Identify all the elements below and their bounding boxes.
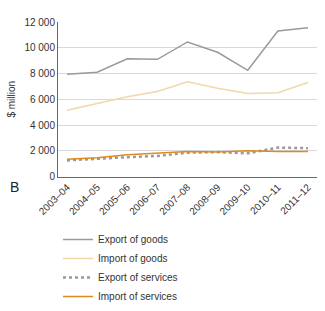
svg-text:2003–04: 2003–04 — [37, 181, 73, 217]
svg-text:2005–06: 2005–06 — [97, 181, 133, 217]
svg-text:2006–07: 2006–07 — [127, 181, 163, 217]
svg-text:Import of goods: Import of goods — [98, 253, 167, 264]
svg-text:12 000: 12 000 — [24, 17, 55, 28]
svg-text:0: 0 — [49, 171, 55, 182]
svg-text:2004–05: 2004–05 — [67, 181, 103, 217]
svg-text:2009–10: 2009–10 — [217, 181, 253, 217]
svg-text:Export of services: Export of services — [98, 272, 177, 283]
svg-text:6 000: 6 000 — [30, 94, 55, 105]
svg-text:2007–08: 2007–08 — [157, 181, 193, 217]
svg-text:2008–09: 2008–09 — [187, 181, 223, 217]
svg-text:B: B — [10, 179, 19, 195]
svg-text:Import of services: Import of services — [98, 291, 177, 302]
svg-text:10 000: 10 000 — [24, 42, 55, 53]
svg-text:8 000: 8 000 — [30, 68, 55, 79]
svg-text:2 000: 2 000 — [30, 145, 55, 156]
svg-text:2010–11: 2010–11 — [248, 181, 283, 216]
svg-text:Export of goods: Export of goods — [98, 234, 168, 245]
svg-text:4 000: 4 000 — [30, 120, 55, 131]
svg-text:$ million: $ million — [6, 81, 17, 118]
svg-text:2011–12: 2011–12 — [278, 181, 313, 216]
